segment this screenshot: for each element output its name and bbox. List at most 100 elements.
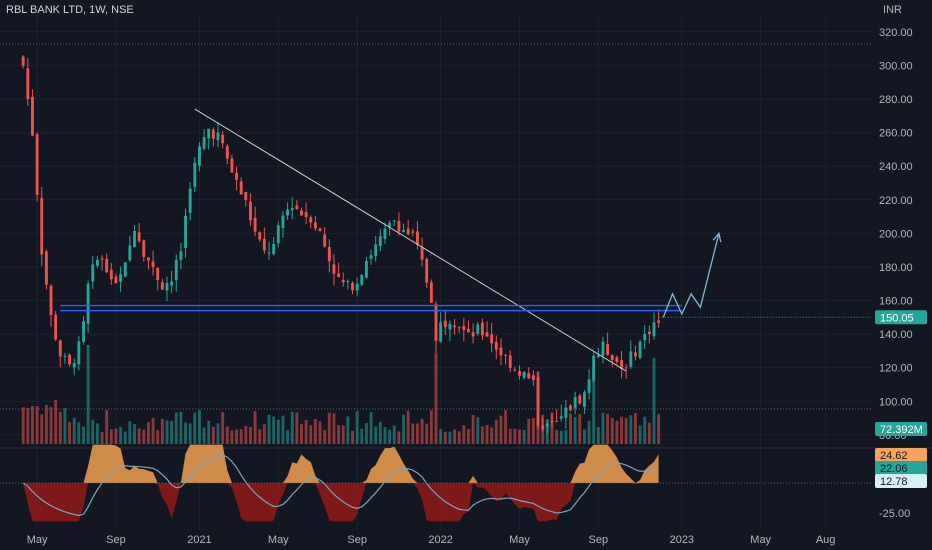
volume-bar-119 <box>573 417 577 444</box>
volume-bar-48 <box>244 425 248 444</box>
candle-body-76 <box>374 244 378 257</box>
volume-bar-134 <box>643 416 647 444</box>
volume-bar-25 <box>137 428 141 444</box>
candle-body-74 <box>364 260 368 278</box>
volume-bar-21 <box>119 426 123 444</box>
candle-body-8 <box>58 340 62 357</box>
candle-body-16 <box>95 259 99 266</box>
volume-bar-121 <box>582 429 586 444</box>
volume-bar-20 <box>114 428 118 444</box>
volume-bar-90 <box>439 429 443 444</box>
volume-bar-63 <box>313 419 317 444</box>
candle-body-68 <box>337 273 341 278</box>
volume-bar-82 <box>402 414 405 444</box>
volume-bar-66 <box>327 412 331 444</box>
volume-bar-99 <box>480 426 484 444</box>
candle-body-7 <box>54 314 58 340</box>
last-price-tag-text: 150.05 <box>880 312 914 324</box>
candle-body-113 <box>545 423 549 427</box>
volume-bar-49 <box>249 426 252 444</box>
volume-bar-51 <box>258 429 262 444</box>
candle-body-134 <box>643 333 647 341</box>
volume-bar-93 <box>453 429 456 444</box>
trendline-resistance <box>194 108 627 372</box>
candle-body-124 <box>596 354 600 358</box>
candle-body-80 <box>392 220 396 222</box>
volume-bar-118 <box>569 413 572 444</box>
candle-body-5 <box>44 251 48 285</box>
volume-bar-47 <box>239 429 243 444</box>
candle-body-15 <box>91 264 95 282</box>
volume-bar-60 <box>300 424 303 444</box>
candle-body-132 <box>634 352 637 357</box>
candle-body-108 <box>522 371 526 378</box>
volume-bar-102 <box>494 419 498 444</box>
volume-bar-27 <box>146 422 150 444</box>
volume-bar-15 <box>91 419 95 444</box>
volume-bar-39 <box>202 427 206 444</box>
candle-body-102 <box>494 341 498 350</box>
candle-body-110 <box>531 375 535 380</box>
oscillator-area-positive <box>23 444 659 483</box>
candle-body-87 <box>425 258 429 283</box>
candle-body-83 <box>406 228 410 235</box>
candle-body-91 <box>443 320 447 328</box>
last-price-tag: 150.05 <box>875 310 927 325</box>
volume-bar-89 <box>434 352 438 444</box>
volume-bar-96 <box>467 429 470 444</box>
volume-tag-text: 72.392M <box>880 424 923 436</box>
volume-bar-75 <box>369 412 373 444</box>
candle-body-26 <box>142 240 146 257</box>
candle-body-105 <box>508 355 512 368</box>
candle-body-28 <box>151 261 155 268</box>
candle-body-42 <box>216 132 220 141</box>
candle-body-130 <box>624 367 628 369</box>
candle-body-98 <box>476 324 480 334</box>
volume-bar-106 <box>513 428 517 444</box>
candle-body-14 <box>86 283 90 324</box>
candle-body-94 <box>457 327 461 329</box>
volume-bar-5 <box>44 404 48 444</box>
volume-bar-54 <box>272 416 276 444</box>
volume-bar-110 <box>531 418 535 444</box>
osc-tag-1: 22.06 <box>875 461 927 475</box>
volume-bar-71 <box>351 430 354 444</box>
candle-body-59 <box>295 205 299 209</box>
volume-bar-43 <box>221 412 225 444</box>
volume-bar-137 <box>657 413 661 444</box>
volume-bar-103 <box>499 415 503 444</box>
candle-body-86 <box>420 246 424 260</box>
volume-bar-92 <box>448 431 452 444</box>
candle-body-92 <box>448 323 452 330</box>
candle-body-84 <box>411 231 415 233</box>
volume-bar-26 <box>142 429 146 444</box>
volume-bar-55 <box>276 419 280 444</box>
candle-body-46 <box>235 172 238 180</box>
candle-body-118 <box>569 405 572 411</box>
candle-body-93 <box>453 325 456 328</box>
volume-bar-28 <box>151 417 155 444</box>
candle-body-47 <box>239 181 243 195</box>
grid <box>0 15 932 530</box>
candle-body-33 <box>174 259 178 281</box>
candle-body-36 <box>188 188 192 213</box>
candle-body-73 <box>360 274 364 285</box>
x-tick-label-10: Aug <box>816 534 836 546</box>
x-tick-label-1: Sep <box>106 534 126 546</box>
candle-body-63 <box>313 222 317 229</box>
y-tick-label-4: 160.00 <box>879 296 913 308</box>
volume-bar-57 <box>286 430 290 444</box>
candle-body-137 <box>657 320 661 323</box>
y-tick-label-3: 140.00 <box>879 329 913 341</box>
volume-bar-73 <box>360 428 364 444</box>
candle-body-131 <box>629 351 633 367</box>
volume-bar-8 <box>58 411 62 444</box>
chart-title: RBL BANK LTD, 1W, NSE <box>6 4 134 16</box>
candle-body-40 <box>207 128 211 139</box>
drawings[interactable] <box>60 108 872 372</box>
volume-bar-128 <box>615 420 619 444</box>
candle-body-69 <box>341 279 345 283</box>
volume-bar-77 <box>378 421 382 444</box>
